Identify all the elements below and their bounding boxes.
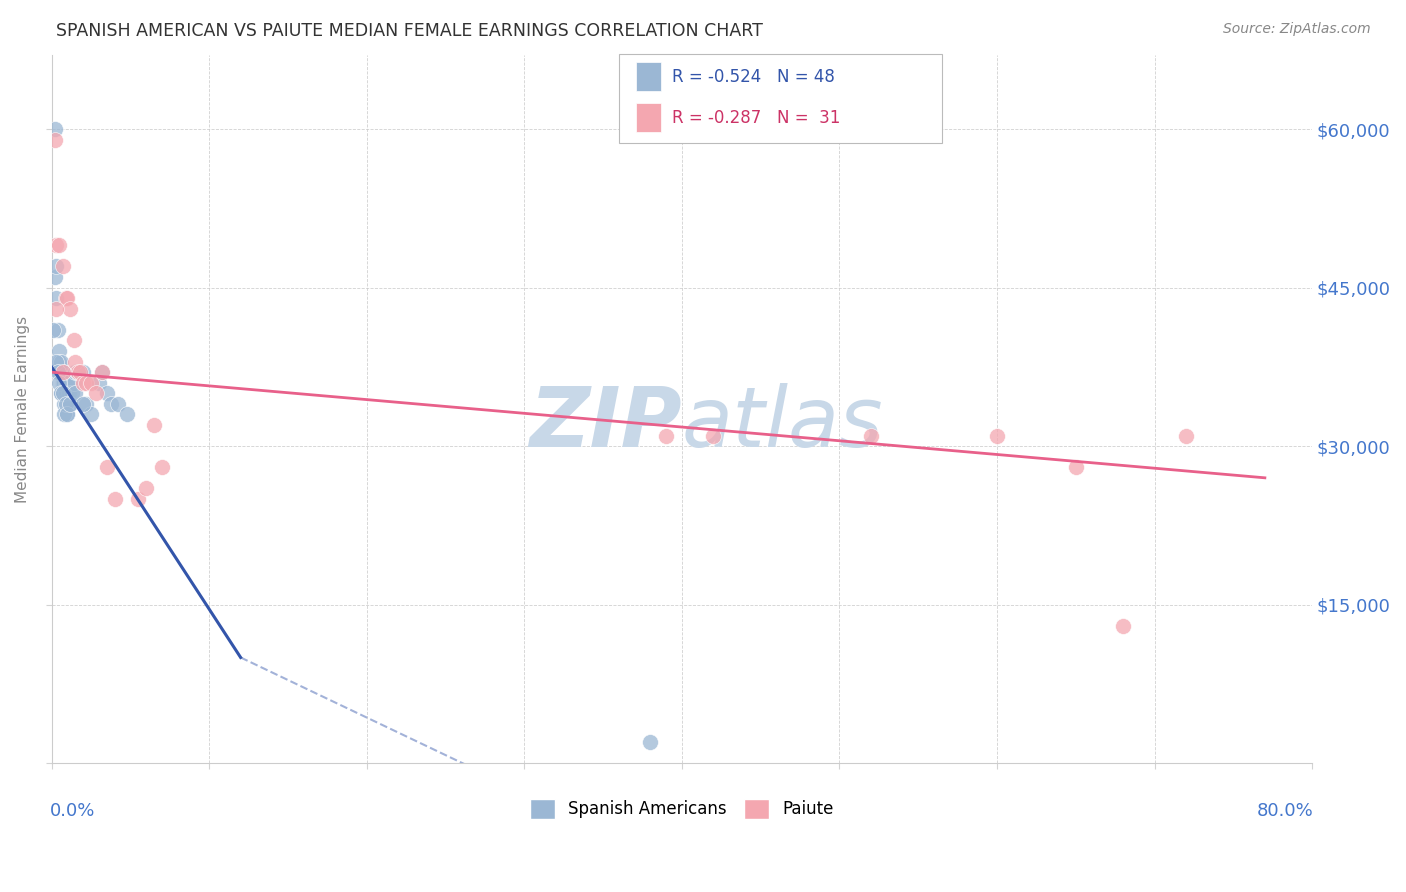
Point (44, 122, 66, 136)
Point (63, 386, 86, 401)
Point (44, 270, 66, 285)
Legend: Spanish Americans, Paiute: Spanish Americans, Paiute (523, 792, 841, 826)
Point (45, 260, 67, 274)
Point (142, 417, 165, 432)
Point (702, 428, 724, 442)
Point (91, 365, 114, 379)
Text: 0.0%: 0.0% (51, 802, 96, 820)
Point (56, 291, 79, 305)
Point (75, 376, 97, 390)
Point (91, 365, 114, 379)
Point (45, 301, 67, 316)
Point (53, 376, 76, 390)
Point (1064, 460, 1087, 475)
Point (55, 386, 77, 401)
Point (80, 408, 103, 422)
Point (69, 365, 91, 379)
Point (72, 376, 94, 390)
Point (75, 397, 97, 411)
Text: 80.0%: 80.0% (1257, 802, 1313, 820)
Point (56, 408, 79, 422)
Text: ZIP: ZIP (529, 383, 682, 464)
Point (640, 735, 662, 749)
Point (96, 386, 118, 401)
Point (55, 291, 77, 305)
Point (107, 397, 129, 411)
Point (100, 397, 122, 411)
Point (55, 397, 77, 411)
Point (48, 365, 70, 379)
Point (60, 386, 83, 401)
Point (56, 376, 79, 390)
Point (80, 376, 103, 390)
Point (46, 365, 69, 379)
Point (103, 491, 125, 506)
Text: Source: ZipAtlas.com: Source: ZipAtlas.com (1223, 22, 1371, 37)
Point (51, 260, 73, 274)
Point (59, 397, 82, 411)
Point (59, 301, 82, 316)
Point (67, 365, 90, 379)
Point (58, 386, 80, 401)
Point (51, 365, 73, 379)
Point (53, 397, 76, 411)
Point (72, 397, 94, 411)
Point (66, 365, 89, 379)
Point (135, 482, 157, 496)
Point (51, 386, 73, 401)
Point (87, 376, 110, 390)
Point (45, 354, 67, 368)
Point (49, 354, 72, 368)
Text: R = -0.287   N =  31: R = -0.287 N = 31 (672, 109, 841, 127)
Point (51, 365, 73, 379)
Point (45, 238, 67, 252)
Y-axis label: Median Female Earnings: Median Female Earnings (15, 316, 30, 503)
Point (63, 354, 86, 368)
Point (48, 354, 70, 368)
Point (1112, 619, 1135, 633)
Point (67, 365, 90, 379)
Point (42, 323, 65, 337)
Point (46, 323, 69, 337)
Point (150, 460, 173, 475)
Point (655, 428, 678, 442)
Point (56, 408, 79, 422)
Point (45, 291, 67, 305)
Point (49, 386, 72, 401)
Point (63, 365, 86, 379)
Point (48, 344, 70, 359)
Point (48, 238, 70, 252)
Point (72, 365, 94, 379)
Point (84, 386, 107, 401)
Point (1175, 428, 1198, 442)
Point (55, 376, 77, 390)
Point (62, 376, 84, 390)
Point (859, 428, 882, 442)
Text: atlas: atlas (682, 383, 883, 464)
Point (51, 376, 73, 390)
Point (59, 397, 82, 411)
Point (127, 491, 149, 506)
Point (986, 428, 1008, 442)
Point (115, 408, 138, 422)
Point (53, 408, 76, 422)
Point (44, 133, 66, 147)
Point (49, 386, 72, 401)
Point (62, 334, 84, 348)
Text: SPANISH AMERICAN VS PAIUTE MEDIAN FEMALE EARNINGS CORRELATION CHART: SPANISH AMERICAN VS PAIUTE MEDIAN FEMALE… (56, 22, 763, 40)
Text: R = -0.524   N = 48: R = -0.524 N = 48 (672, 68, 835, 86)
Point (48, 376, 70, 390)
Point (69, 365, 91, 379)
Point (96, 460, 118, 475)
